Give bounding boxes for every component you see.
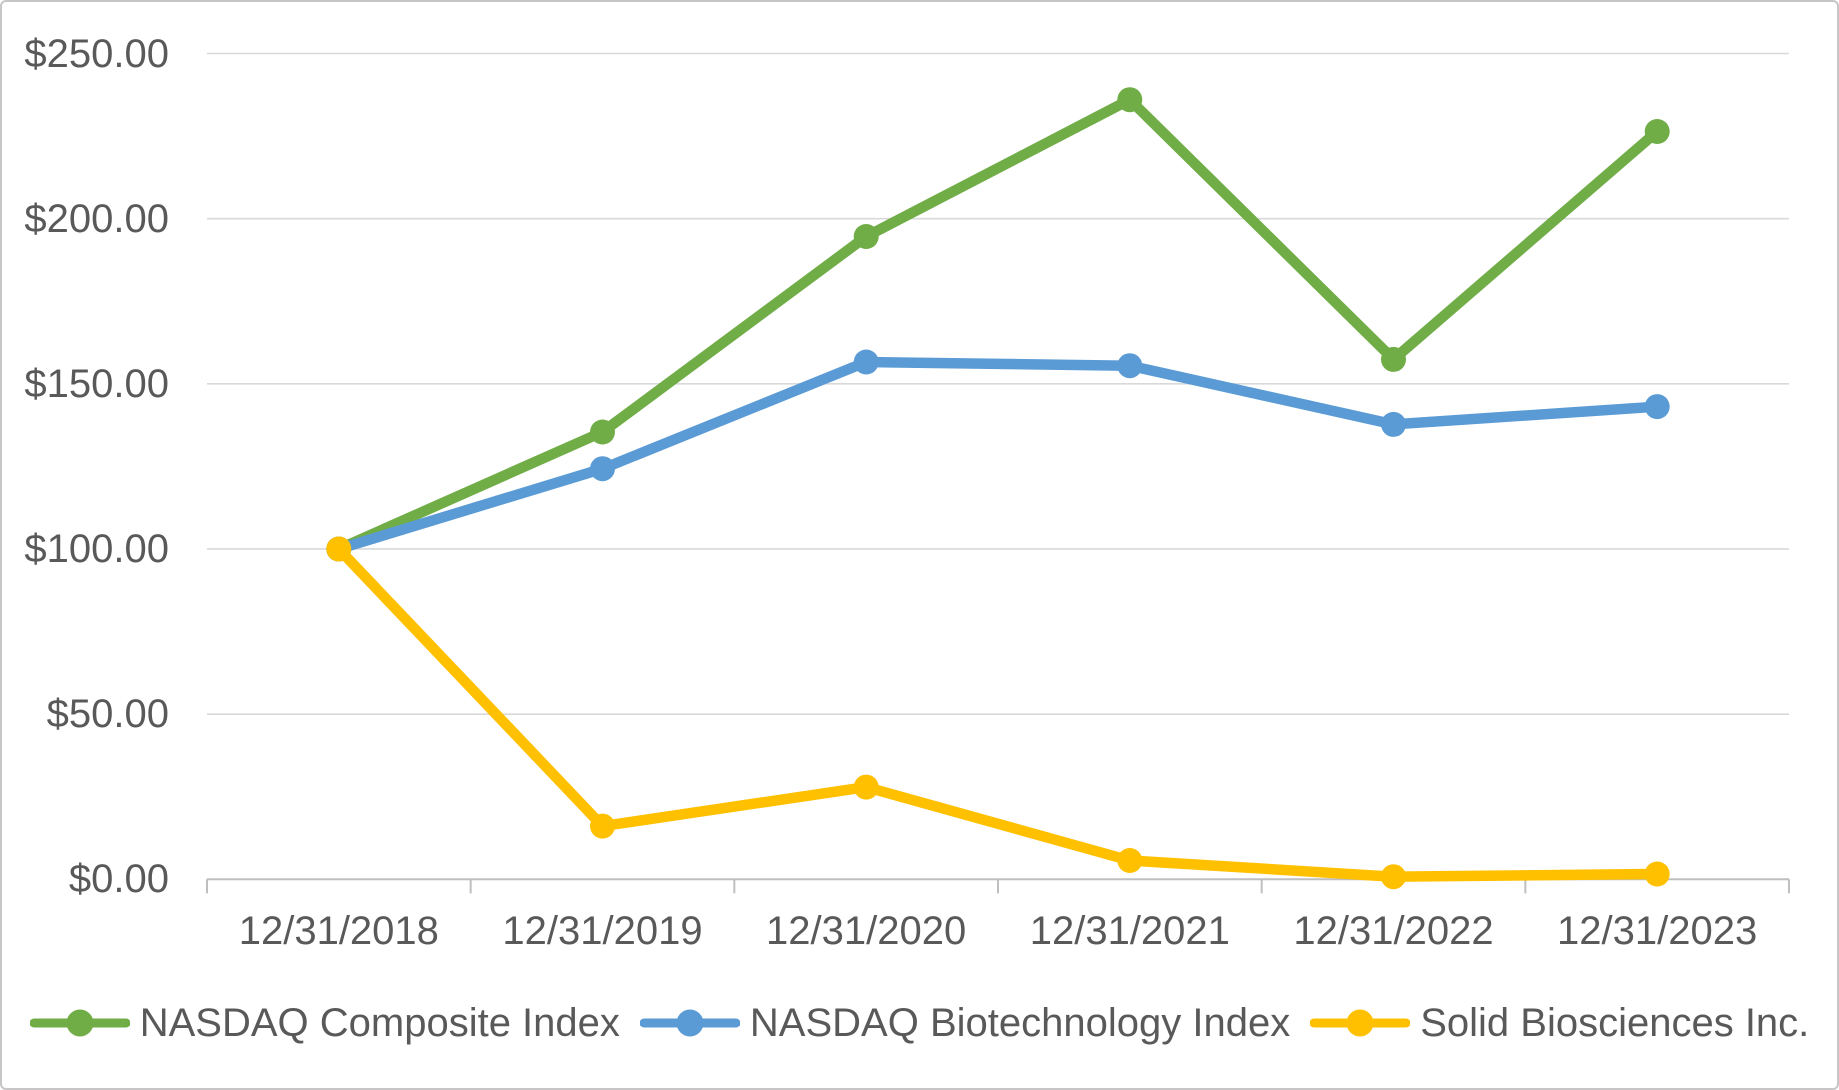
nasdaq-biotechnology-index-point: [1381, 411, 1406, 437]
legend-item-nasdaq-composite-index: NASDAQ Composite Index: [29, 1000, 620, 1046]
legend-item-solid-biosciences-inc: Solid Biosciences Inc.: [1310, 1001, 1809, 1046]
solid-biosciences-inc-line: [333, 543, 1663, 882]
nasdaq-biotechnology-index-point: [853, 349, 879, 375]
legend-line-dot-icon: [29, 1009, 130, 1037]
x-axis-tick-label: 12/31/2021: [1029, 909, 1230, 953]
solid-biosciences-inc-point: [1381, 864, 1406, 890]
x-axis-tick-label: 12/31/2019: [502, 909, 703, 953]
nasdaq-biotechnology-index-point: [590, 456, 615, 482]
legend-label: NASDAQ Biotechnology Index: [749, 1000, 1291, 1045]
y-axis-tick-label: $200.00: [24, 196, 169, 241]
solid-biosciences-inc-point: [590, 813, 615, 839]
legend-line-dot-icon: [1310, 1009, 1411, 1037]
x-axis-tick-label: 12/31/2023: [1557, 909, 1758, 953]
nasdaq-composite-index-point: [1381, 346, 1406, 372]
solid-biosciences-inc-point: [1644, 861, 1670, 887]
legend-label: NASDAQ Composite Index: [139, 1000, 620, 1045]
nasdaq-composite-index-point: [590, 419, 615, 445]
nasdaq-composite-index-line: [333, 94, 1663, 555]
legend-item-nasdaq-biotechnology-index: NASDAQ Biotechnology Index: [639, 1000, 1291, 1046]
nasdaq-biotechnology-index-point: [1117, 353, 1143, 379]
y-axis-tick-label: $50.00: [46, 692, 169, 737]
solid-biosciences-inc-point: [326, 536, 352, 562]
y-axis-tick-label: $100.00: [24, 526, 169, 571]
legend-line-dot-icon: [639, 1009, 740, 1037]
y-axis-tick-label: $150.00: [24, 361, 169, 406]
nasdaq-composite-index-point: [853, 224, 879, 249]
legend-label: Solid Biosciences Inc.: [1420, 1000, 1810, 1045]
nasdaq-composite-index-point: [1117, 87, 1143, 113]
x-axis-tick-label: 12/31/2018: [238, 909, 439, 953]
solid-biosciences-inc-point: [853, 774, 879, 800]
x-axis-tick-label: 12/31/2022: [1293, 909, 1494, 953]
legend: NASDAQ Composite Index NASDAQ Biotechnolo…: [2, 990, 1837, 1056]
solid-biosciences-inc-point: [1117, 848, 1143, 873]
y-axis-tick-label: $0.00: [68, 857, 169, 902]
nasdaq-biotechnology-index-line: [333, 356, 1663, 555]
nasdaq-composite-index-point: [1644, 119, 1670, 144]
x-axis-tick-label: 12/31/2020: [766, 909, 967, 953]
nasdaq-biotechnology-index-point: [1644, 394, 1670, 420]
y-axis-tick-label: $250.00: [24, 31, 169, 76]
